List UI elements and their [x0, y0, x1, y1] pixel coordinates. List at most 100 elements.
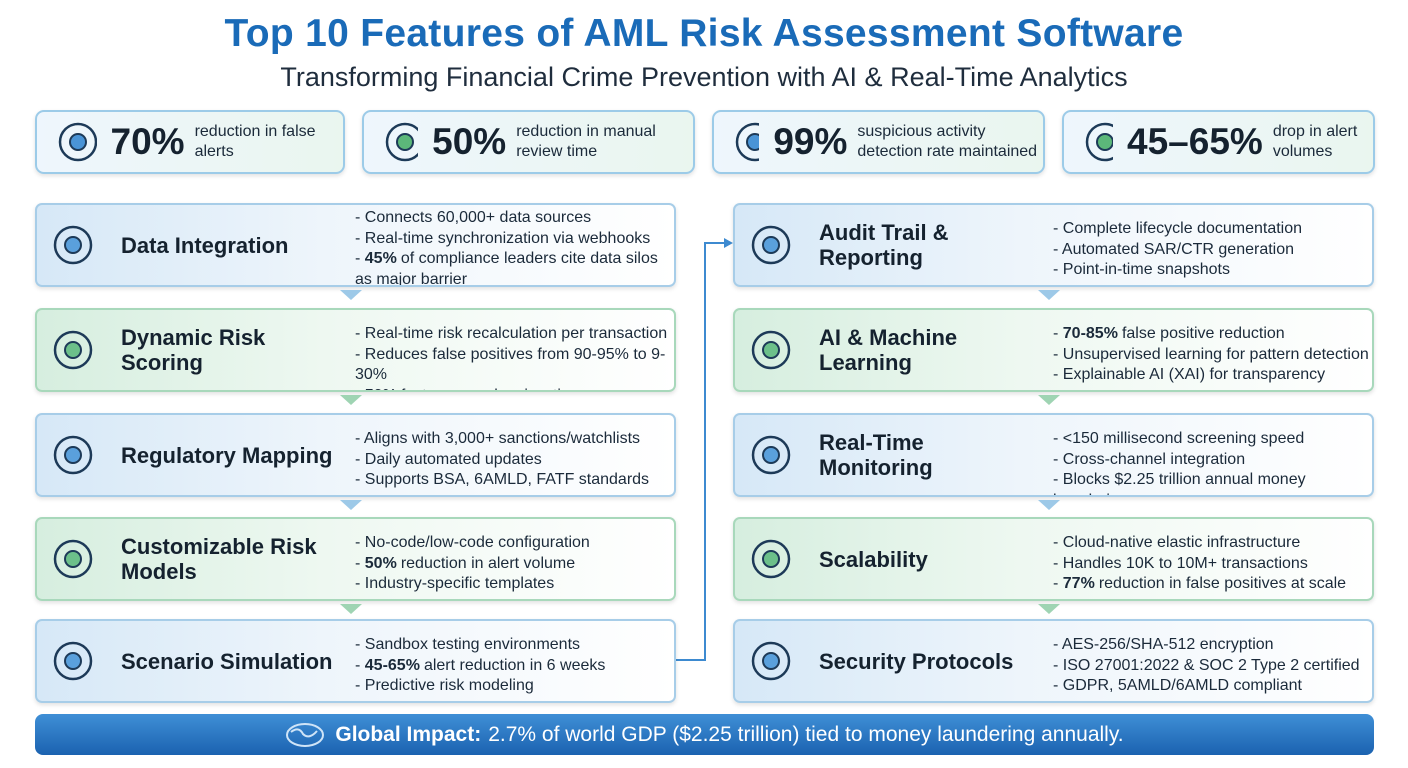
flow-arrow — [1038, 395, 1060, 405]
bullet: 70-85%false positive reduction — [1053, 324, 1372, 345]
bullet: No-code/low-code configuration — [355, 533, 674, 554]
stat-card: 45–65% drop in alert volumes — [1062, 110, 1375, 174]
icon — [385, 122, 419, 162]
bullet-list: Sandbox testing environments45-65%alert … — [355, 635, 674, 697]
bullet: Complete lifecycle documentation — [1053, 219, 1372, 240]
bullet: AES-256/SHA-512 encryption — [1053, 635, 1372, 656]
bullet-highlight: 50% — [364, 554, 397, 572]
bullet-highlight: 45% — [364, 250, 397, 267]
bullet: Blocks $2.25 trillion annual money laund… — [1053, 470, 1372, 495]
feature-card: Dynamic Risk Scoring Real-time risk recal… — [35, 308, 676, 392]
title: Top 10 Features of AML Risk Assessment S… — [224, 12, 1184, 55]
bullet-list: No-code/low-code configuration50%reducti… — [355, 533, 674, 595]
bullet: Predictive risk modeling — [355, 676, 674, 697]
feature-card: Scalability Cloud-native elastic infrastr… — [733, 517, 1374, 601]
feature-title: Dynamic Risk Scoring — [121, 325, 266, 375]
bullet: Unsupervised learning for pattern detect… — [1053, 345, 1372, 366]
stat-label: reduction in false alerts — [194, 123, 316, 160]
bullet-text: alert reduction in 6 weeks — [423, 656, 606, 674]
feature-icon — [37, 415, 109, 495]
feature-title: AI & Machine Learning — [819, 325, 958, 375]
bullet-list: AES-256/SHA-512 encryptionISO 27001:2022… — [1053, 635, 1372, 697]
feature-icon — [37, 310, 109, 390]
icon — [53, 641, 93, 681]
flow-arrow — [1038, 290, 1060, 300]
feature-title: Scenario Simulation — [121, 648, 333, 674]
icon — [751, 435, 791, 475]
bullet-text: of compliance leaders cite data silos as… — [355, 250, 658, 287]
bullet: Sandbox testing environments — [355, 635, 674, 656]
connector-line — [676, 242, 724, 661]
feature-title: Security Protocols — [819, 648, 1014, 674]
footer-label: Global Impact: — [335, 722, 482, 746]
flow-arrow — [340, 290, 362, 300]
bullet: 77%reduction in false positives at scale — [1053, 574, 1372, 595]
feature-icon — [735, 519, 807, 599]
feature-icon — [735, 415, 807, 495]
stat-value: 99% — [773, 121, 848, 162]
icon — [735, 122, 760, 162]
globe-icon — [286, 722, 325, 747]
bullet-list: Aligns with 3,000+ sanctions/watchlistsD… — [355, 429, 674, 491]
feature-title: Customizable Risk Models — [121, 534, 317, 584]
icon — [53, 539, 93, 579]
stat-value: 50% — [432, 121, 507, 162]
connector-head — [724, 238, 733, 248]
bullet: <150 millisecond screening speed — [1053, 429, 1372, 450]
feature-title: Scalability — [819, 546, 928, 572]
feature-title: Regulatory Mapping — [121, 442, 333, 468]
feature-card: Audit Trail & Reporting Complete lifecycl… — [733, 203, 1374, 287]
feature-card: Scenario Simulation Sandbox testing envir… — [35, 619, 676, 703]
stat-card: 70% reduction in false alerts — [35, 110, 345, 174]
feature-card: Real-Time Monitoring <150 millisecond scr… — [733, 413, 1374, 497]
bullet: Real-time synchronization via webhooks — [355, 229, 674, 250]
bullet-text: reduction in alert volume — [400, 554, 576, 572]
bullet: ISO 27001:2022 & SOC 2 Type 2 certified — [1053, 656, 1372, 677]
feature-title: Audit Trail & Reporting — [819, 220, 949, 270]
bullet: Explainable AI (XAI) for transparency — [1053, 365, 1372, 386]
bullet: Point-in-time snapshots — [1053, 260, 1372, 281]
feature-title: Data Integration — [121, 232, 289, 258]
stat-label: suspicious activity detection rate maint… — [857, 123, 1038, 160]
bullet: GDPR, 5AMLD/6AMLD compliant — [1053, 676, 1372, 697]
bullet: Cross-channel integration — [1053, 450, 1372, 471]
feature-icon — [735, 310, 807, 390]
subtitle: Transforming Financial Crime Prevention … — [280, 62, 1128, 92]
flow-arrow — [340, 604, 362, 614]
feature-title: Real-Time Monitoring — [819, 430, 933, 480]
bullet-text: false positive reduction — [1121, 325, 1285, 342]
icon — [53, 435, 93, 475]
bullet-list: Real-time risk recalculation per transac… — [355, 324, 674, 391]
feature-icon — [37, 621, 109, 701]
bullet-highlight: 50% — [365, 387, 397, 391]
bullet: Automated SAR/CTR generation — [1053, 240, 1372, 261]
feature-icon — [37, 519, 109, 599]
icon — [53, 225, 93, 265]
bullet-highlight: 77% — [1062, 575, 1095, 592]
bullet-list: <150 millisecond screening speedCross-ch… — [1053, 429, 1372, 495]
stat-card: 50% reduction in manual review time — [362, 110, 695, 174]
bullet-list: Complete lifecycle documentationAutomate… — [1053, 219, 1372, 281]
icon — [58, 122, 97, 162]
bullet: Cloud-native elastic infrastructure — [1053, 533, 1372, 554]
flow-arrow — [1038, 500, 1060, 510]
feature-card: Regulatory Mapping Aligns with 3,000+ san… — [35, 413, 676, 497]
stat-label: reduction in manual review time — [516, 123, 656, 160]
feature-card: Customizable Risk Models No-code/low-code… — [35, 517, 676, 601]
icon — [1085, 122, 1114, 162]
bullet: 50%reduction in alert volume — [355, 554, 674, 575]
icon — [751, 330, 791, 370]
footer: Global Impact: 2.7% of world GDP ($2.25 … — [35, 714, 1374, 755]
bullet: 45-65%alert reduction in 6 weeks — [355, 656, 674, 677]
flow-arrow — [1038, 604, 1060, 614]
bullet: Reduces false positives from 90-95% to 9… — [355, 345, 674, 386]
bullet: Supports BSA, 6AMLD, FATF standards — [355, 470, 674, 491]
bullet: Real-time risk recalculation per transac… — [355, 324, 674, 345]
bullet-highlight: 45-65% — [364, 656, 420, 674]
feature-icon — [735, 621, 807, 701]
bullet-text: reduction in false positives at scale — [1098, 575, 1347, 592]
